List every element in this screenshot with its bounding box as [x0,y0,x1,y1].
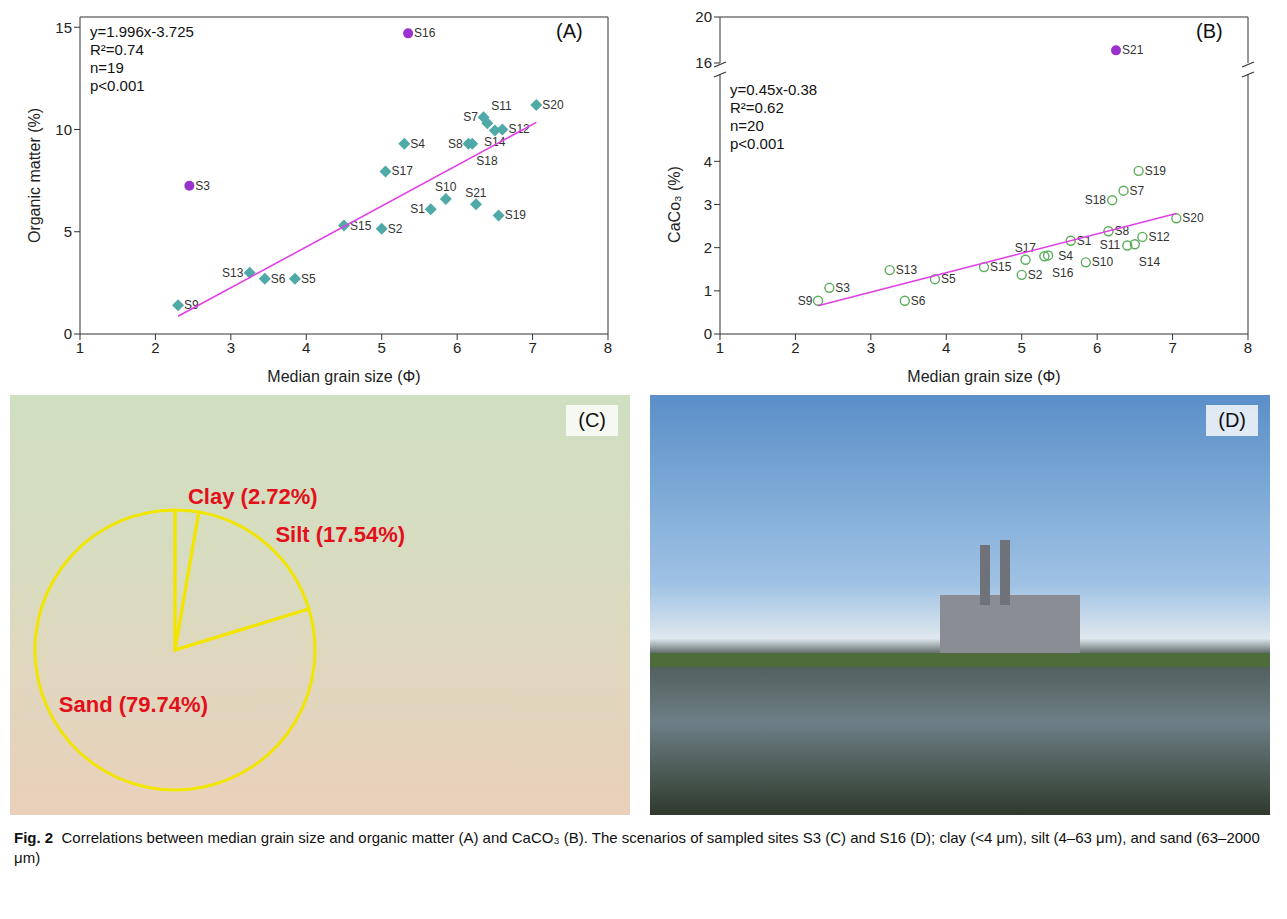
svg-text:Organic matter (%): Organic matter (%) [26,108,43,243]
svg-text:S13: S13 [896,263,918,277]
svg-text:S8: S8 [1114,224,1130,239]
html-text:(A): (A) [556,20,583,42]
html-text:p<0.001: p<0.001 [90,77,145,94]
svg-text:S4: S4 [410,137,425,151]
svg-text:Median grain size (Φ): Median grain size (Φ) [907,368,1060,385]
svg-text:S5: S5 [941,272,956,287]
svg-text:S3: S3 [195,179,210,193]
svg-text:Clay (2.72%): Clay (2.72%) [188,484,318,509]
svg-text:7: 7 [1168,339,1176,356]
svg-text:0: 0 [704,325,712,342]
svg-text:4: 4 [704,153,712,170]
svg-text:5: 5 [1018,339,1026,356]
html-text:R²=0.74: R²=0.74 [90,41,144,58]
svg-text:5: 5 [378,339,386,356]
svg-text:S6: S6 [271,272,286,286]
svg-text:3: 3 [867,339,875,356]
svg-text:5: 5 [64,223,72,240]
svg-text:S5: S5 [301,272,316,286]
html-text:R²=0.62: R²=0.62 [730,99,784,116]
svg-text:15: 15 [55,19,72,36]
svg-text:S9: S9 [184,298,199,313]
svg-text:2: 2 [791,339,799,356]
svg-text:Median grain size (Φ): Median grain size (Φ) [267,368,420,385]
svg-text:S21: S21 [465,186,487,200]
html-text:(C): (C) [578,409,606,431]
svg-text:S14: S14 [484,135,506,149]
svg-text:0: 0 [64,325,72,342]
svg-text:S2: S2 [388,222,403,236]
svg-text:CaCo₃ (%): CaCo₃ (%) [666,166,683,243]
html-text:p<0.001: p<0.001 [730,135,785,152]
svg-text:1: 1 [704,282,712,299]
svg-text:S15: S15 [990,260,1012,274]
svg-text:S8: S8 [448,137,463,151]
svg-text:S14: S14 [1139,255,1161,269]
svg-text:S16: S16 [1052,266,1074,280]
svg-text:S11: S11 [491,99,512,113]
svg-text:S19: S19 [505,208,527,222]
svg-text:3: 3 [227,339,235,356]
html-text:Fig. 2: Fig. 2 [14,829,54,846]
html-text:n=20: n=20 [730,117,764,134]
svg-text:8: 8 [1244,339,1252,356]
svg-text:S10: S10 [435,180,457,194]
svg-text:6: 6 [453,339,461,356]
html-text:n=19: n=19 [90,59,124,76]
html-text:y=0.45x-0.38: y=0.45x-0.38 [730,81,818,98]
svg-text:S11: S11 [1100,238,1121,252]
svg-text:S9: S9 [798,294,813,308]
svg-text:S13: S13 [222,266,244,280]
svg-text:6: 6 [1093,339,1101,356]
svg-text:S20: S20 [1182,211,1204,225]
svg-text:S6: S6 [911,294,926,308]
svg-text:S17: S17 [391,164,413,178]
svg-text:Sand (79.74%): Sand (79.74%) [59,692,208,717]
svg-text:S4: S4 [1058,249,1073,263]
svg-text:S12: S12 [1148,230,1170,244]
html-text:y=1.996x-3.725: y=1.996x-3.725 [90,23,194,40]
svg-text:S2: S2 [1028,268,1043,282]
svg-text:S3: S3 [835,281,850,295]
svg-text:16: 16 [695,54,712,71]
svg-text:S20: S20 [542,98,564,112]
svg-text:7: 7 [528,339,536,356]
svg-text:4: 4 [942,339,950,356]
svg-text:S7: S7 [1130,184,1145,198]
html-text:(B): (B) [1196,20,1223,42]
svg-text:S12: S12 [508,122,530,136]
svg-text:S18: S18 [476,154,498,168]
svg-text:1: 1 [716,339,724,356]
svg-text:S1: S1 [1076,233,1092,248]
svg-text:S16: S16 [414,26,436,40]
svg-text:8: 8 [604,339,612,356]
svg-text:S17: S17 [1014,241,1036,256]
html-text:Correlations between median gr: Correlations between median grain size a… [14,829,1260,866]
svg-text:S10: S10 [1092,255,1114,269]
svg-text:S15: S15 [350,218,372,233]
svg-text:S7: S7 [463,110,478,124]
html-text:(D): (D) [1218,409,1246,431]
svg-text:10: 10 [55,121,72,138]
svg-text:2: 2 [151,339,159,356]
svg-text:Silt (17.54%): Silt (17.54%) [275,522,405,547]
svg-text:S1: S1 [410,202,425,216]
svg-text:3: 3 [704,196,712,213]
svg-text:4: 4 [302,339,310,356]
svg-text:S19: S19 [1145,164,1167,178]
svg-text:S18: S18 [1085,193,1107,207]
svg-text:1: 1 [76,339,84,356]
svg-text:S21: S21 [1122,43,1144,57]
svg-text:20: 20 [695,8,712,25]
svg-text:2: 2 [704,239,712,256]
